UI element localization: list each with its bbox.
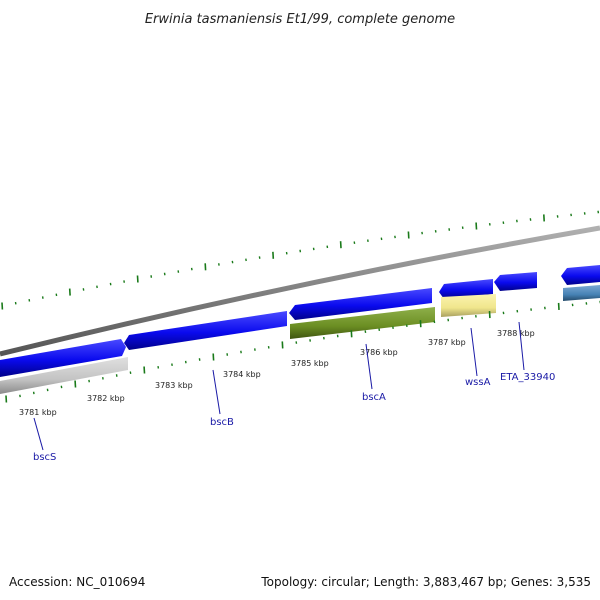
gene-label-bscB: bscB [210, 417, 234, 428]
feature-steel-blue-region [563, 285, 600, 301]
gene-arrow-forward-5 [494, 272, 537, 291]
kbp-label-3782: 3782 kbp [87, 394, 125, 403]
kbp-label-3786: 3786 kbp [360, 348, 398, 357]
reverse-strand-features [0, 285, 600, 394]
genome-backbone [0, 225, 600, 357]
gene-arrow-forward-2 [124, 311, 287, 350]
map-title: Erwinia tasmaniensis Et1/99, complete ge… [145, 12, 455, 27]
kbp-label-3784: 3784 kbp [223, 370, 261, 379]
callout-line-bscS [33, 417, 44, 451]
forward-strand-genes [0, 265, 600, 377]
kbp-label-3787: 3787 kbp [428, 338, 466, 347]
feature-olive-bscA-region [290, 307, 435, 339]
feature-gray-bscS-region [0, 357, 128, 394]
callout-line-bscA [365, 343, 373, 390]
inner-tick-ring [5, 300, 600, 403]
gene-label-bscS: bscS [33, 452, 56, 463]
callout-line-wssA [470, 327, 478, 377]
outer-tick-ring [1, 210, 600, 310]
gene-arrow-forward-4 [439, 279, 493, 299]
gene-arrow-forward-6 [561, 265, 600, 285]
gene-label-eta: ETA_33940 [500, 372, 555, 383]
genome-summary-text: Topology: circular; Length: 3,883,467 bp… [260, 575, 591, 589]
kbp-label-3788: 3788 kbp [497, 329, 535, 338]
gene-arrow-forward-1 [0, 339, 126, 377]
gene-labels: bscS bscB bscA wssA ETA_33940 [33, 372, 555, 463]
feature-yellow-wssA-region [441, 294, 496, 317]
kbp-label-3785: 3785 kbp [291, 359, 329, 368]
gene-label-wssA: wssA [465, 377, 491, 388]
kbp-scale-labels: 3781 kbp 3782 kbp 3783 kbp 3784 kbp 3785… [19, 329, 535, 417]
gene-arrow-forward-3 [289, 288, 432, 320]
gene-label-bscA: bscA [362, 392, 386, 403]
callout-line-bscB [212, 369, 221, 415]
callout-line-eta [518, 321, 525, 371]
kbp-label-3783: 3783 kbp [155, 381, 193, 390]
gene-callout-lines [33, 321, 525, 451]
accession-text: Accession: NC_010694 [9, 575, 145, 589]
kbp-label-3781: 3781 kbp [19, 408, 57, 417]
